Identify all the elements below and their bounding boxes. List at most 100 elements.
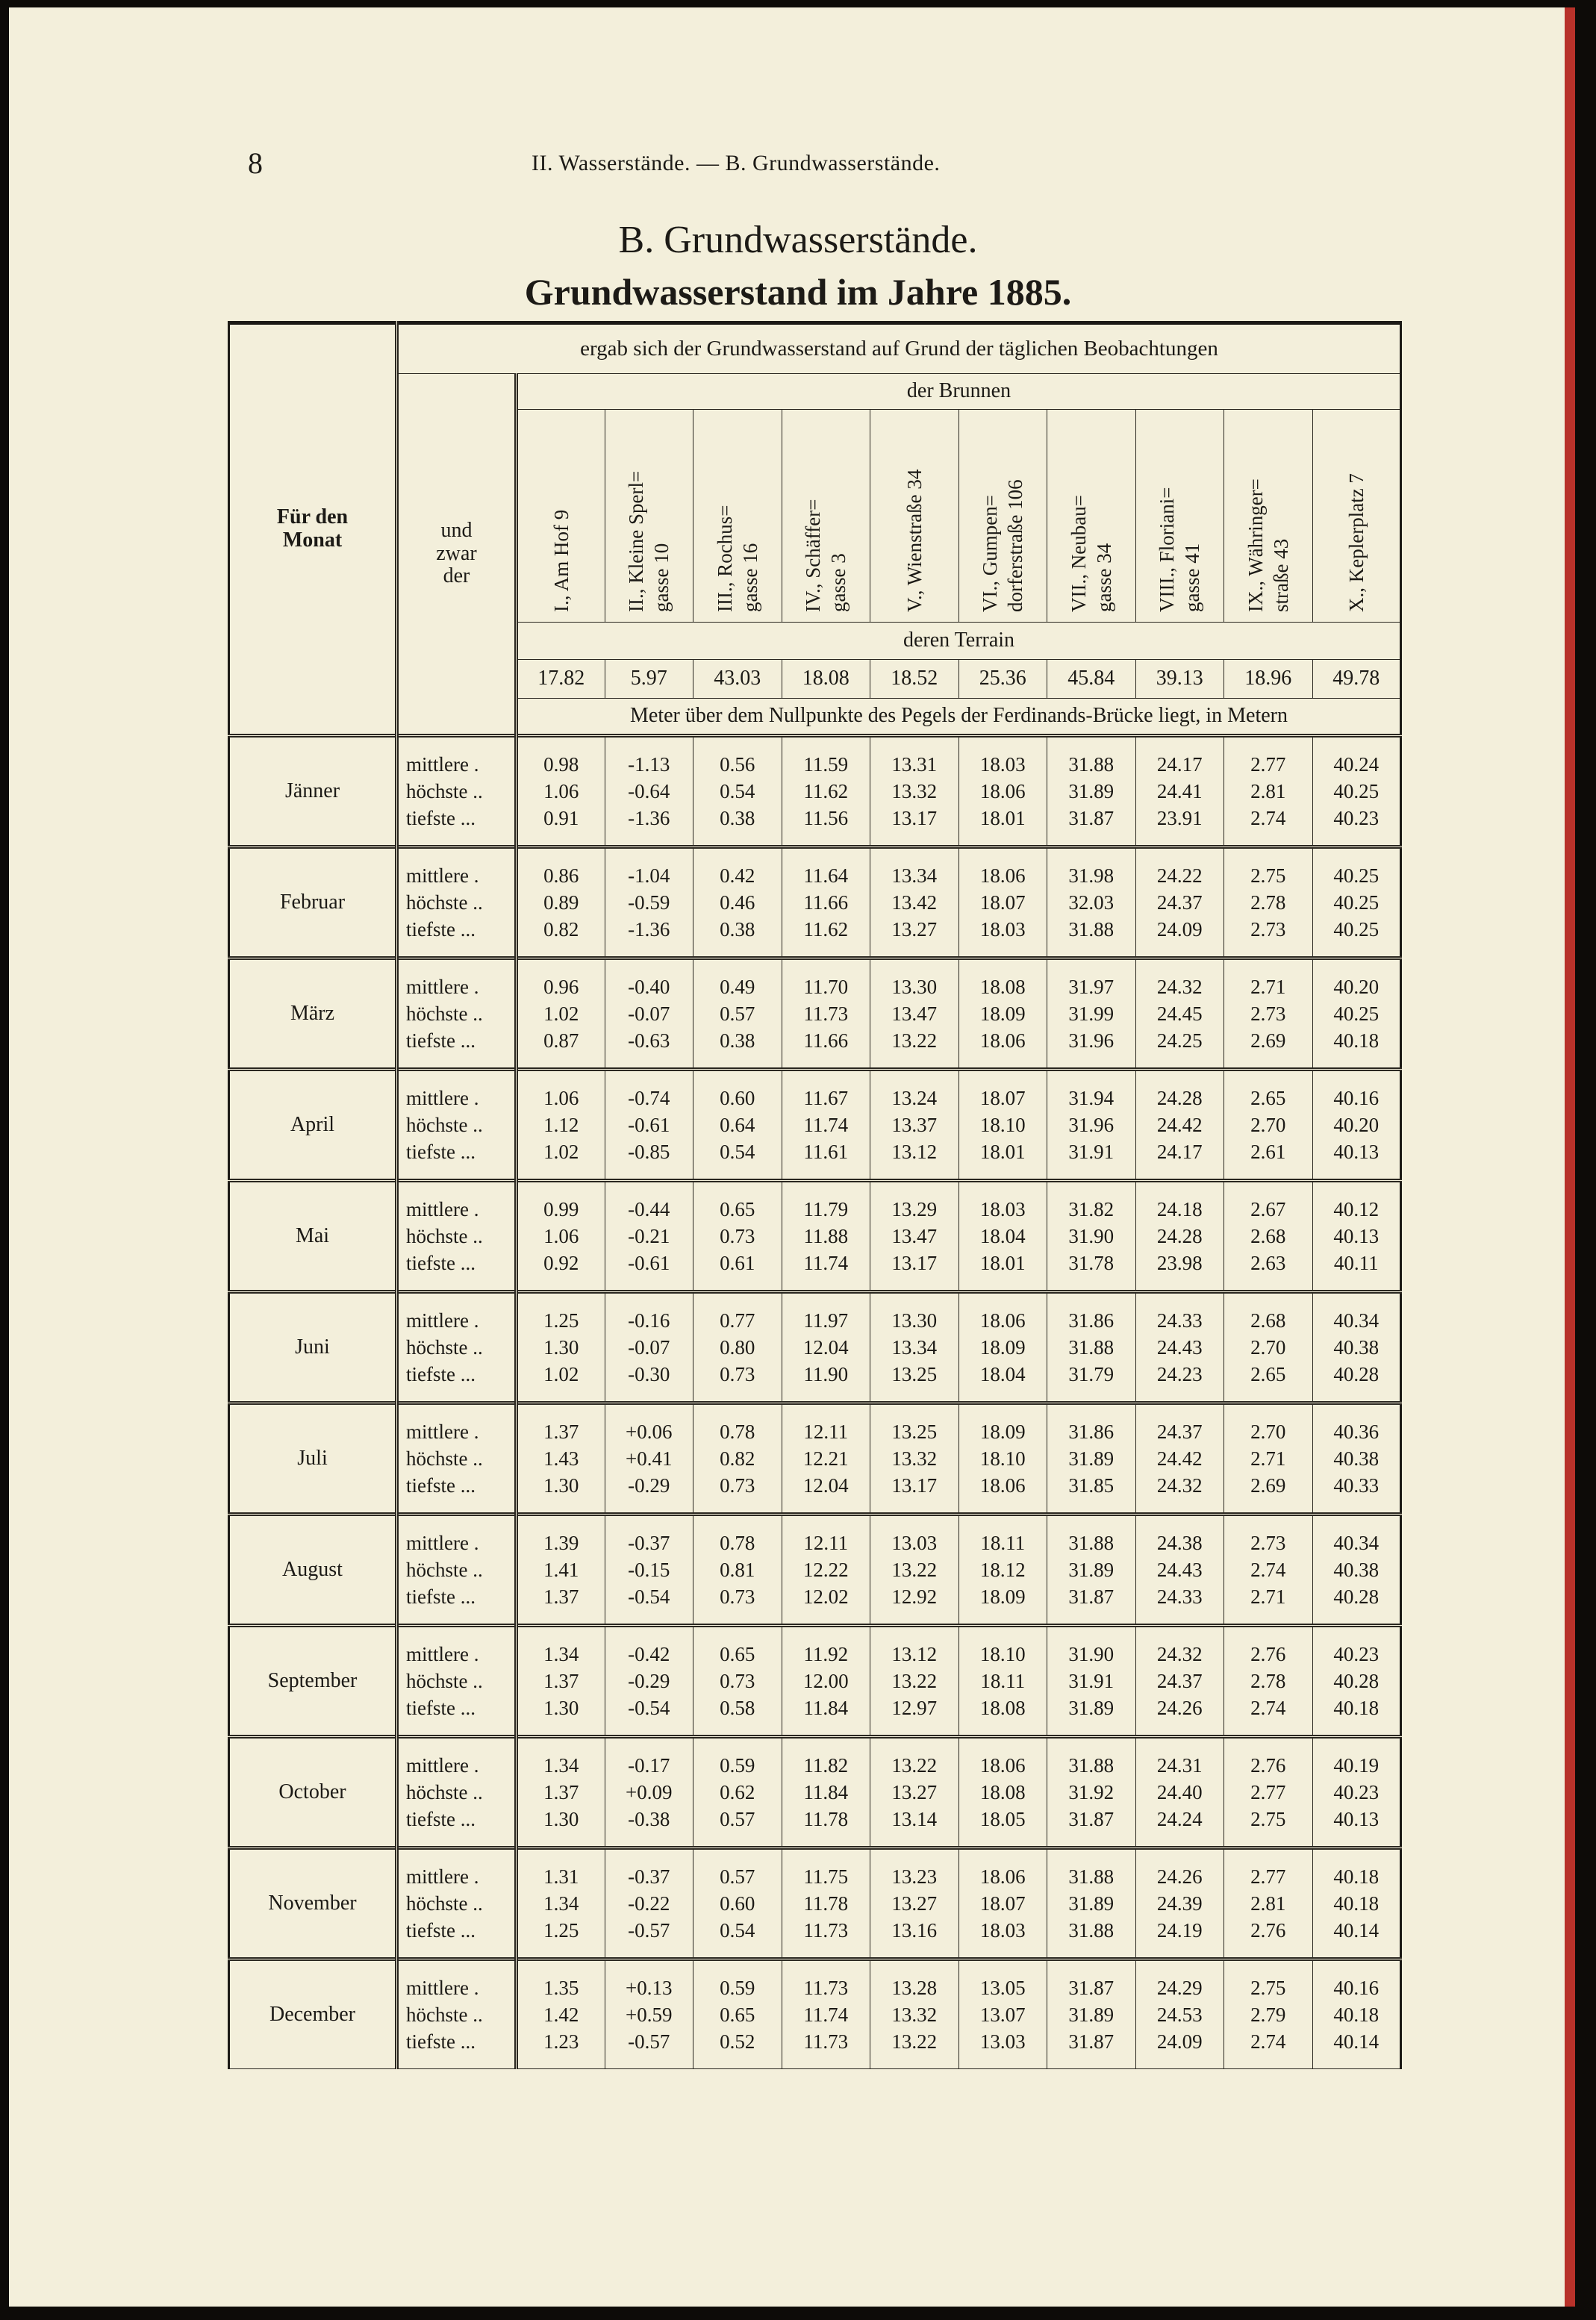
- row-label: höchste ..: [406, 1225, 483, 1247]
- table-value: -0.07: [628, 1336, 670, 1359]
- row-label: tiefste ...: [406, 1141, 476, 1163]
- month-block: März mittlere . höchste .. tiefste ... 0.96 1…: [228, 956, 1401, 1070]
- table-value: 40.25: [1333, 891, 1380, 914]
- value-cell: 11.67 11.74 11.61: [781, 1067, 870, 1181]
- table-value: 40.14: [1333, 2030, 1380, 2053]
- table-value: 1.12: [543, 1114, 579, 1136]
- well-name-line: straße 43: [1269, 538, 1292, 612]
- table-value: 0.73: [720, 1585, 755, 1608]
- terrain-number: 49.78: [1332, 667, 1380, 690]
- value-cell: 24.28 24.42 24.17: [1135, 1067, 1224, 1181]
- table-value: 18.06: [979, 1029, 1026, 1052]
- table-value: 24.32: [1156, 976, 1203, 998]
- row-label: mittlere .: [406, 976, 479, 998]
- table-value: 12.97: [891, 1697, 938, 1719]
- table-value: 0.60: [720, 1087, 755, 1109]
- value-cell: 2.71 2.73 2.69: [1224, 956, 1313, 1070]
- well-name-line: gasse 41: [1181, 543, 1204, 612]
- table-value: 2.67: [1250, 1198, 1286, 1220]
- table-value: 11.79: [803, 1198, 849, 1220]
- table-value: 0.57: [720, 1808, 755, 1830]
- row-label: höchste ..: [406, 780, 483, 802]
- value-cell: 11.82 11.84 11.78: [781, 1735, 870, 1848]
- value-cell: 2.76 2.77 2.75: [1224, 1735, 1313, 1848]
- table-value: 11.64: [803, 864, 849, 887]
- well-header: IV., Schäffer= gasse 3: [781, 409, 870, 623]
- table-value: 40.16: [1333, 1977, 1380, 1999]
- table-value: 11.62: [803, 918, 849, 941]
- table-value: 0.91: [543, 807, 579, 829]
- well-name: II., Kleine Sperl= gasse 10: [623, 414, 674, 611]
- table-value: 24.09: [1156, 2030, 1203, 2053]
- table-value: 0.38: [720, 1029, 755, 1052]
- row-label: höchste ..: [406, 2004, 483, 2026]
- table-value: -0.57: [628, 2030, 670, 2053]
- table-value: 12.04: [802, 1474, 849, 1497]
- table-value: 18.08: [979, 1697, 1026, 1719]
- table-value: 13.07: [979, 2004, 1026, 2026]
- table-value: 11.73: [803, 1977, 849, 1999]
- table-value: 40.25: [1333, 864, 1380, 887]
- row-label: tiefste ...: [406, 1363, 476, 1385]
- table-value: 40.25: [1333, 780, 1380, 802]
- header-observations: ergab sich der Grundwasserstand auf Grun…: [396, 322, 1401, 374]
- table-value: 40.33: [1333, 1474, 1380, 1497]
- table-value: -0.61: [628, 1114, 670, 1136]
- table-value: 2.79: [1250, 2004, 1286, 2026]
- table-value: 13.12: [891, 1643, 938, 1665]
- table-value: 1.41: [543, 1559, 579, 1581]
- value-cell: +0.06 +0.41 -0.29: [604, 1401, 693, 1515]
- table-value: 24.39: [1156, 1892, 1203, 1915]
- table-value: 31.91: [1068, 1670, 1115, 1692]
- table-value: 13.03: [979, 2030, 1026, 2053]
- table-value: 31.87: [1068, 1585, 1115, 1608]
- table-value: 12.22: [802, 1559, 849, 1581]
- table-value: 13.28: [891, 1977, 938, 1999]
- table-value: 24.18: [1156, 1198, 1203, 1220]
- value-cell: +0.13 +0.59 -0.57: [604, 1957, 693, 2069]
- row-label: höchste ..: [406, 1447, 483, 1470]
- terrain-number: 25.36: [979, 667, 1026, 690]
- table-value: 2.61: [1250, 1141, 1286, 1163]
- table-value: 1.25: [543, 1919, 579, 1942]
- table-value: 24.32: [1156, 1643, 1203, 1665]
- table-value: 24.41: [1156, 780, 1203, 802]
- table-value: 18.06: [979, 780, 1026, 802]
- value-cell: 2.65 2.70 2.61: [1224, 1067, 1313, 1181]
- table-value: 2.70: [1250, 1114, 1286, 1136]
- well-name: V., Wienstraße 34: [902, 414, 927, 611]
- table-value: 1.30: [543, 1336, 579, 1359]
- table-value: 13.12: [891, 1141, 938, 1163]
- table-value: 31.78: [1068, 1252, 1115, 1274]
- table-value: +0.59: [626, 2004, 673, 2026]
- row-label: tiefste ...: [406, 1808, 476, 1830]
- table-value: 11.84: [803, 1781, 849, 1803]
- value-cell: 24.37 24.42 24.32: [1135, 1401, 1224, 1515]
- table-value: 31.94: [1068, 1087, 1115, 1109]
- month-name: October: [228, 1735, 399, 1848]
- month-name: April: [228, 1067, 399, 1181]
- table-value: 40.23: [1333, 1643, 1380, 1665]
- table-value: 2.69: [1250, 1029, 1286, 1052]
- value-cell: 40.34 40.38 40.28: [1312, 1290, 1401, 1403]
- table-value: 13.03: [891, 1532, 938, 1554]
- well-header: VIII., Floriani= gasse 41: [1135, 409, 1224, 623]
- value-cell: 13.22 13.27 13.14: [870, 1735, 959, 1848]
- table-value: 0.78: [720, 1421, 755, 1443]
- table-value: 31.88: [1068, 753, 1115, 776]
- value-cell: 31.88 31.89 31.87: [1047, 1512, 1136, 1626]
- table-value: 24.17: [1156, 1141, 1203, 1163]
- table-value: 1.34: [543, 1754, 579, 1777]
- table-value: -0.15: [628, 1559, 670, 1581]
- value-cell: 24.38 24.43 24.33: [1135, 1512, 1224, 1626]
- table-value: 24.43: [1156, 1336, 1203, 1359]
- table-value: 31.89: [1068, 1559, 1115, 1581]
- table-value: 31.89: [1068, 1447, 1115, 1470]
- month-name: Juni: [228, 1290, 399, 1403]
- table-value: 0.64: [720, 1114, 755, 1136]
- table-value: 18.04: [979, 1363, 1026, 1385]
- table-value: 18.07: [979, 1087, 1026, 1109]
- table-value: 0.73: [720, 1363, 755, 1385]
- row-labels: mittlere . höchste .. tiefste ...: [396, 1957, 518, 2069]
- page-number: 8: [248, 146, 263, 180]
